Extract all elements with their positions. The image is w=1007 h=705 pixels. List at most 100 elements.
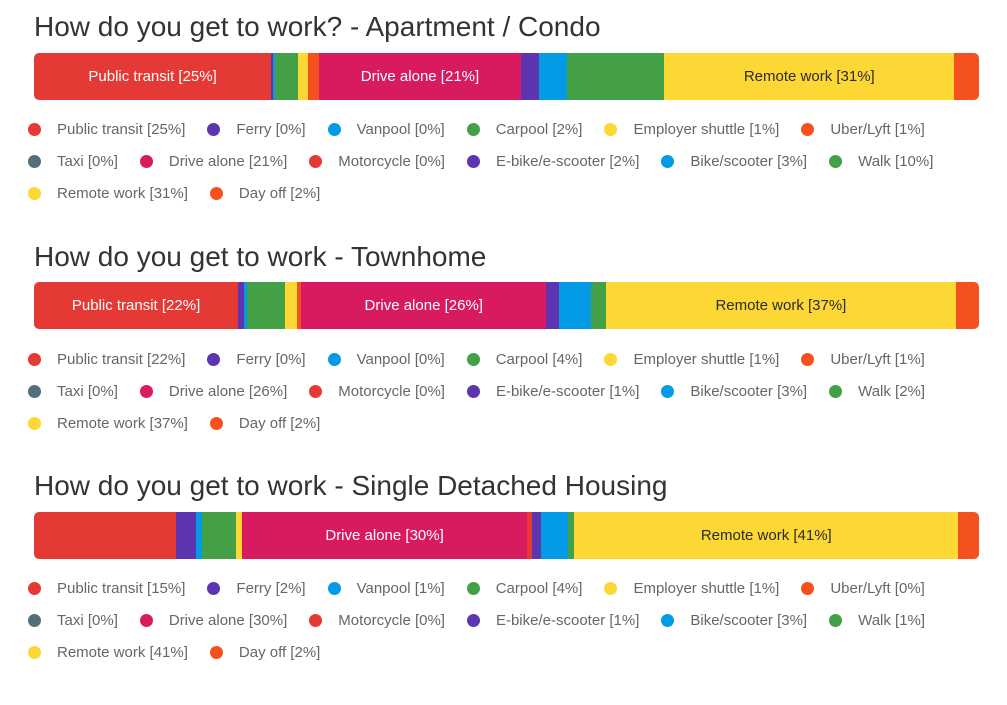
- bar-segment-carpool[interactable]: [246, 282, 286, 330]
- legend-item-employer-shuttle[interactable]: Employer shuttle [1%]: [604, 349, 779, 369]
- legend-item-employer-shuttle[interactable]: Employer shuttle [1%]: [604, 579, 779, 599]
- bar-segment-ferry[interactable]: [238, 282, 244, 330]
- bar-segment-e-bike-e-scooter[interactable]: [520, 52, 539, 100]
- legend-item-carpool[interactable]: Carpool [2%]: [466, 120, 582, 140]
- legend-item-motorcycle[interactable]: Motorcycle [0%]: [309, 152, 445, 172]
- legend-item-public-transit[interactable]: Public transit [15%]: [28, 579, 185, 599]
- legend-item-employer-shuttle[interactable]: Employer shuttle [1%]: [604, 120, 779, 140]
- legend-color-dot-icon: [829, 384, 843, 398]
- legend-item-taxi[interactable]: Taxi [0%]: [28, 381, 118, 401]
- commute-mode-report: How do you get to work? - Apartment / Co…: [28, 10, 979, 663]
- bar-segment-walk[interactable]: [566, 52, 665, 100]
- legend-item-taxi[interactable]: Taxi [0%]: [28, 611, 118, 631]
- legend-item-public-transit[interactable]: Public transit [22%]: [28, 349, 185, 369]
- bar-segment-ferry[interactable]: [271, 52, 274, 100]
- legend-item-ferry[interactable]: Ferry [2%]: [207, 579, 306, 599]
- legend-item-taxi[interactable]: Taxi [0%]: [28, 152, 118, 172]
- bar-segment-vanpool[interactable]: [243, 282, 247, 330]
- legend-item-drive-alone[interactable]: Drive alone [26%]: [139, 381, 287, 401]
- legend-item-e-bike-e-scooter[interactable]: E-bike/e-scooter [1%]: [466, 611, 639, 631]
- bar-segment-employer-shuttle[interactable]: [297, 52, 308, 100]
- legend-label: Walk [2%]: [858, 382, 926, 400]
- legend-item-ferry[interactable]: Ferry [0%]: [207, 349, 306, 369]
- bar-segment-remote-work[interactable]: Remote work [37%]: [605, 282, 957, 330]
- bar-segment-label: Drive alone [30%]: [325, 526, 444, 544]
- bar-segment-public-transit[interactable]: Public transit [22%]: [34, 282, 239, 330]
- legend-label: Motorcycle [0%]: [338, 612, 445, 630]
- bar-segment-employer-shuttle[interactable]: [285, 282, 297, 330]
- legend-item-carpool[interactable]: Carpool [4%]: [466, 579, 582, 599]
- legend-item-drive-alone[interactable]: Drive alone [21%]: [139, 152, 287, 172]
- legend-item-remote-work[interactable]: Remote work [31%]: [28, 184, 188, 204]
- legend-item-public-transit[interactable]: Public transit [25%]: [28, 120, 185, 140]
- legend-color-dot-icon: [327, 123, 341, 137]
- legend-item-bike-scooter[interactable]: Bike/scooter [3%]: [661, 611, 807, 631]
- legend-item-vanpool[interactable]: Vanpool [1%]: [327, 579, 445, 599]
- legend-item-uber-lyft[interactable]: Uber/Lyft [0%]: [801, 579, 925, 599]
- bar-segment-bike-scooter[interactable]: [559, 282, 591, 330]
- bar-segment-drive-alone[interactable]: Drive alone [30%]: [241, 511, 528, 559]
- legend-item-uber-lyft[interactable]: Uber/Lyft [1%]: [801, 120, 925, 140]
- chart-title-apartment-condo: How do you get to work? - Apartment / Co…: [34, 11, 601, 42]
- legend-item-vanpool[interactable]: Vanpool [0%]: [327, 120, 445, 140]
- bar-segment-drive-alone[interactable]: Drive alone [26%]: [301, 282, 547, 330]
- legend-item-day-off[interactable]: Day off [2%]: [209, 184, 320, 204]
- legend-item-walk[interactable]: Walk [2%]: [829, 381, 925, 401]
- legend-label: Ferry [2%]: [236, 580, 306, 598]
- legend-label: Employer shuttle [1%]: [633, 121, 780, 139]
- bar-segment-remote-work[interactable]: Remote work [41%]: [574, 511, 959, 559]
- legend-color-dot-icon: [309, 384, 323, 398]
- bar-segment-day-off[interactable]: [954, 52, 979, 100]
- legend-item-walk[interactable]: Walk [1%]: [829, 611, 925, 631]
- legend-item-remote-work[interactable]: Remote work [37%]: [28, 413, 188, 433]
- legend-item-carpool[interactable]: Carpool [4%]: [466, 349, 582, 369]
- legend-color-dot-icon: [466, 155, 480, 169]
- bar-segment-label: Drive alone [21%]: [360, 67, 480, 85]
- legend-color-dot-icon: [604, 123, 618, 137]
- bar-segment-walk[interactable]: [590, 282, 606, 330]
- bar-segment-uber-lyft[interactable]: [296, 282, 302, 330]
- legend-item-uber-lyft[interactable]: Uber/Lyft [1%]: [801, 349, 925, 369]
- legend-color-dot-icon: [209, 416, 223, 430]
- bar-segment-day-off[interactable]: [956, 282, 979, 330]
- legend-item-motorcycle[interactable]: Motorcycle [0%]: [309, 381, 445, 401]
- legend-color-dot-icon: [209, 646, 223, 660]
- bar-segment-public-transit[interactable]: [34, 511, 176, 559]
- bar-segment-vanpool[interactable]: [273, 52, 275, 100]
- legend-item-vanpool[interactable]: Vanpool [0%]: [327, 349, 445, 369]
- bar-segment-bike-scooter[interactable]: [538, 52, 567, 100]
- legend-label: Remote work [41%]: [57, 644, 188, 662]
- bar-segment-e-bike-e-scooter[interactable]: [531, 511, 542, 559]
- bar-segment-e-bike-e-scooter[interactable]: [546, 282, 560, 330]
- bar-segment-uber-lyft[interactable]: [308, 52, 320, 100]
- legend-label: Taxi [0%]: [57, 382, 118, 400]
- bar-segment-remote-work[interactable]: Remote work [31%]: [664, 52, 955, 100]
- bar-segment-drive-alone[interactable]: Drive alone [21%]: [319, 52, 521, 100]
- legend-item-drive-alone[interactable]: Drive alone [30%]: [139, 611, 287, 631]
- bar-segment-carpool[interactable]: [202, 511, 237, 559]
- legend-item-bike-scooter[interactable]: Bike/scooter [3%]: [661, 152, 807, 172]
- legend-item-e-bike-e-scooter[interactable]: E-bike/e-scooter [2%]: [466, 152, 639, 172]
- bar-segment-bike-scooter[interactable]: [541, 511, 568, 559]
- legend-label: Day off [2%]: [238, 644, 321, 662]
- bar-segment-employer-shuttle[interactable]: [236, 511, 242, 559]
- legend-item-day-off[interactable]: Day off [2%]: [209, 643, 321, 663]
- bar-segment-motorcycle[interactable]: [527, 511, 532, 559]
- legend-item-e-bike-e-scooter[interactable]: E-bike/e-scooter [1%]: [466, 381, 639, 401]
- legend-item-motorcycle[interactable]: Motorcycle [0%]: [309, 611, 445, 631]
- bar-segment-vanpool[interactable]: [195, 511, 203, 559]
- bar-segment-carpool[interactable]: [274, 52, 298, 100]
- legend-color-dot-icon: [28, 614, 41, 628]
- legend-item-remote-work[interactable]: Remote work [41%]: [28, 643, 188, 663]
- legend-item-bike-scooter[interactable]: Bike/scooter [3%]: [661, 381, 807, 401]
- bar-segment-public-transit[interactable]: Public transit [25%]: [34, 52, 272, 100]
- legend-item-day-off[interactable]: Day off [2%]: [209, 413, 320, 433]
- legend-item-walk[interactable]: Walk [10%]: [829, 152, 933, 172]
- legend-label: Walk [1%]: [858, 612, 926, 630]
- legend-item-ferry[interactable]: Ferry [0%]: [207, 120, 306, 140]
- legend-color-dot-icon: [28, 123, 41, 137]
- bar-segment-walk[interactable]: [567, 511, 575, 559]
- bar-segment-ferry[interactable]: [175, 511, 196, 559]
- bar-segment-day-off[interactable]: [958, 511, 979, 559]
- legend-label: Ferry [0%]: [236, 350, 306, 368]
